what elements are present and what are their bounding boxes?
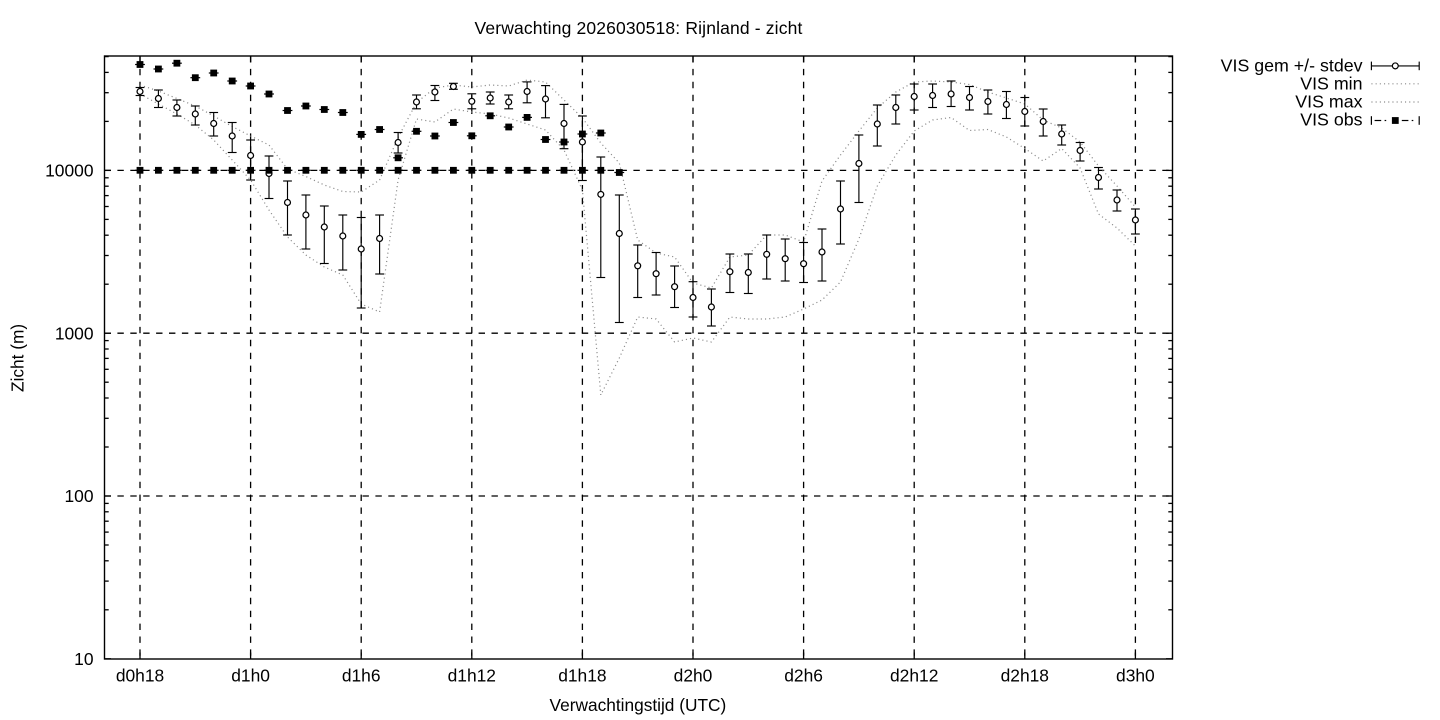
- svg-text:d1h18: d1h18: [558, 666, 606, 686]
- svg-text:1000: 1000: [55, 323, 94, 343]
- svg-text:d2h18: d2h18: [1001, 666, 1049, 686]
- svg-text:Verwachtingstijd (UTC): Verwachtingstijd (UTC): [550, 695, 727, 715]
- svg-text:VIS obs: VIS obs: [1300, 110, 1362, 130]
- svg-text:d0h18: d0h18: [116, 666, 164, 686]
- svg-text:VIS max: VIS max: [1295, 91, 1362, 111]
- svg-text:Zicht (m): Zicht (m): [8, 324, 28, 392]
- svg-text:d3h0: d3h0: [1116, 666, 1155, 686]
- svg-text:d2h6: d2h6: [784, 666, 823, 686]
- svg-text:d1h12: d1h12: [448, 666, 496, 686]
- svg-text:Verwachting 2026030518: Rijnla: Verwachting 2026030518: Rijnland - zicht: [474, 18, 802, 38]
- svg-text:d1h6: d1h6: [342, 666, 381, 686]
- svg-text:VIS min: VIS min: [1300, 73, 1362, 93]
- svg-text:d2h12: d2h12: [890, 666, 938, 686]
- svg-text:d1h0: d1h0: [231, 666, 270, 686]
- svg-text:d2h0: d2h0: [674, 666, 713, 686]
- svg-text:10000: 10000: [45, 161, 93, 181]
- svg-text:VIS gem +/- stdev: VIS gem +/- stdev: [1221, 55, 1363, 75]
- svg-text:10: 10: [74, 649, 93, 669]
- svg-text:100: 100: [64, 486, 93, 506]
